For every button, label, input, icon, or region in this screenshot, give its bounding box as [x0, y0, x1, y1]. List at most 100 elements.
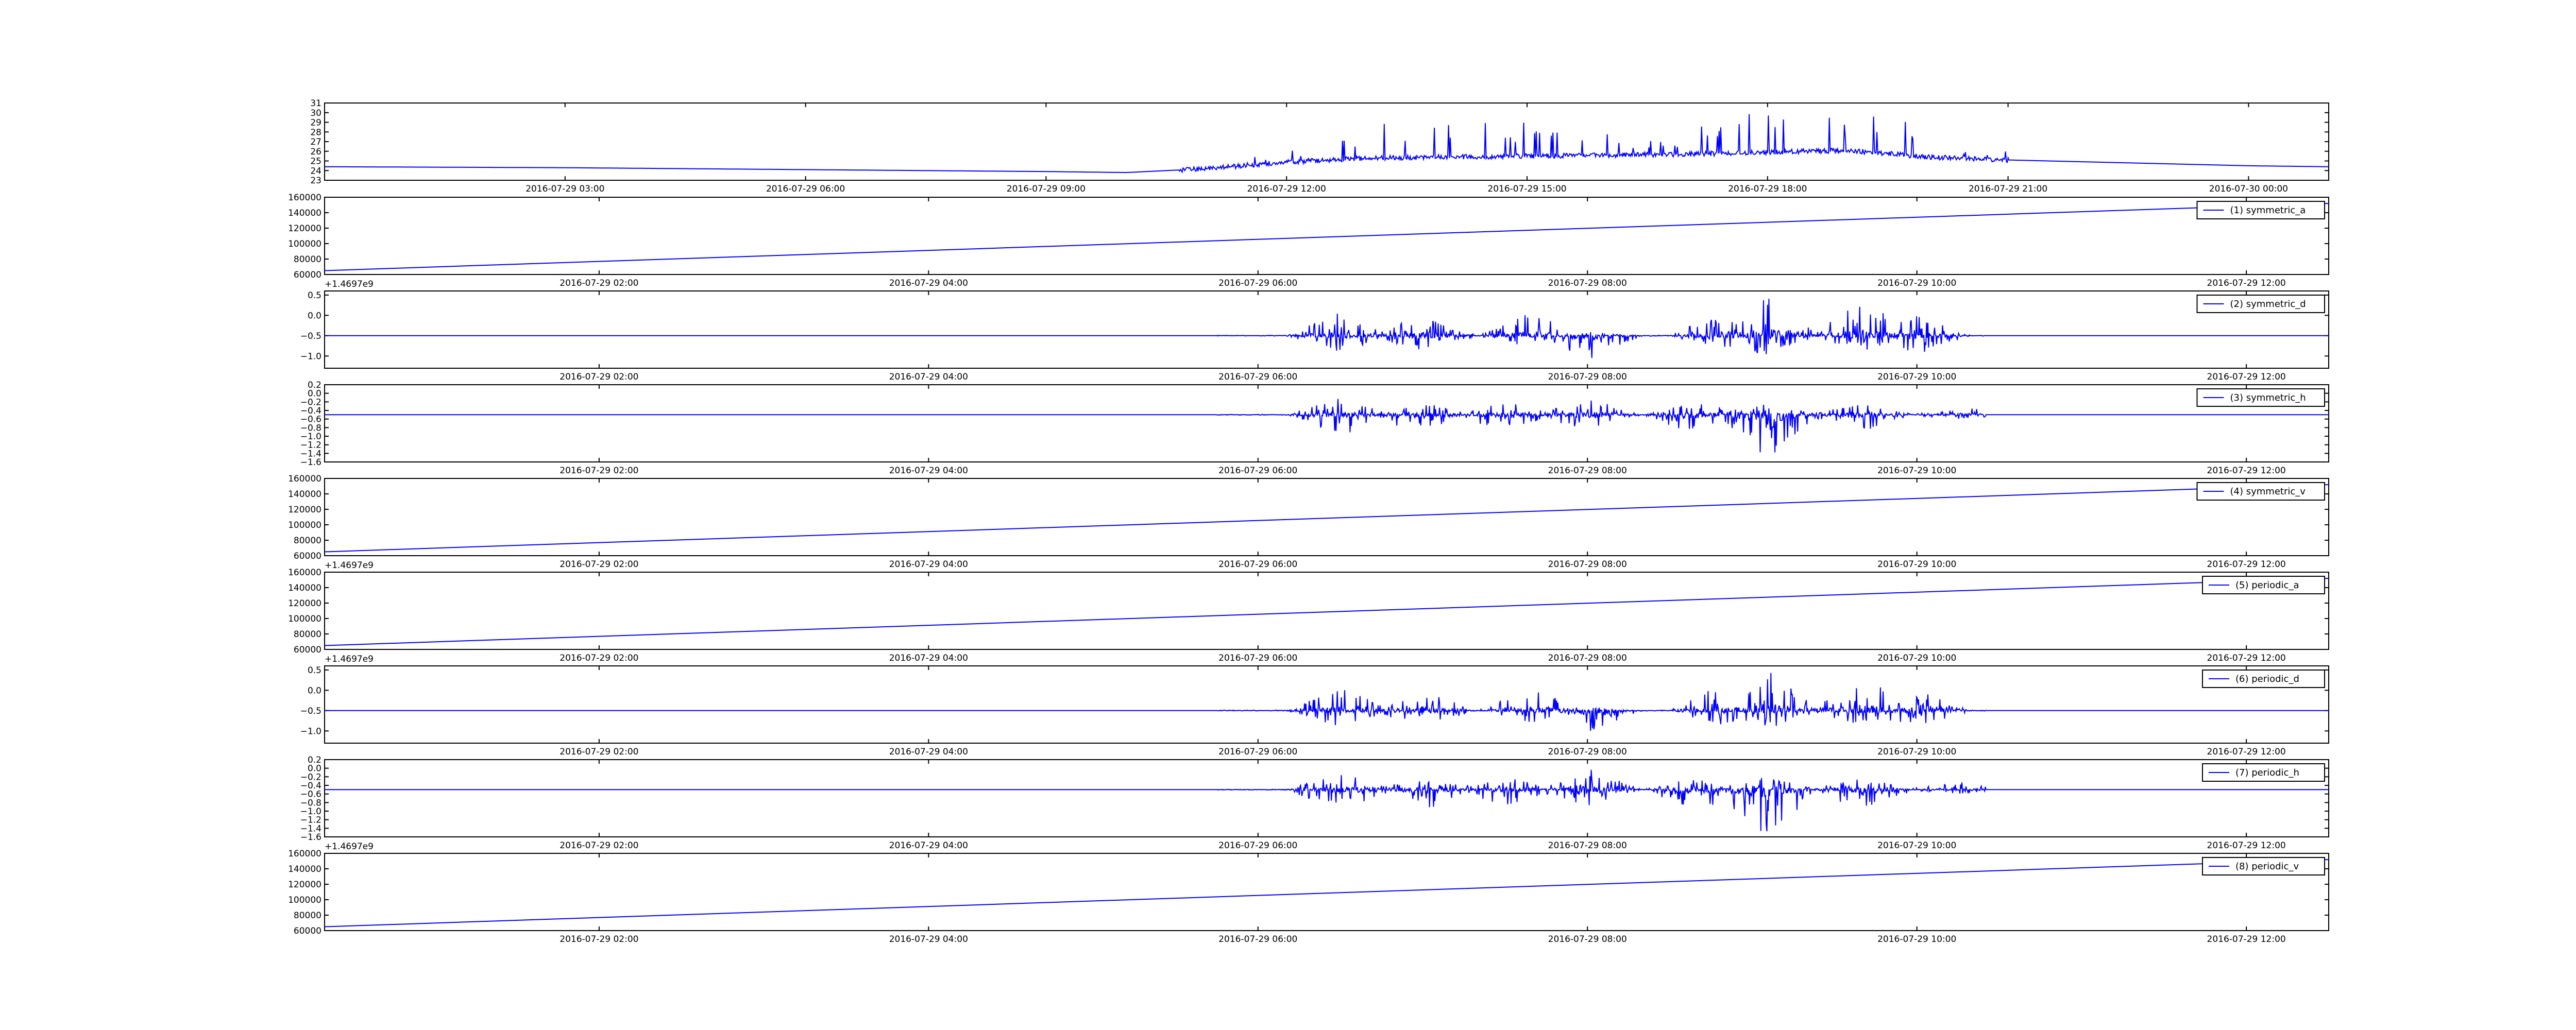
y-tick-label: −0.6: [300, 789, 321, 800]
y-tick-label: 0.0: [308, 389, 321, 399]
series-line: [325, 399, 2329, 453]
x-tick-label: 2016-07-29 10:00: [1877, 278, 1956, 288]
y-tick-label: −0.8: [300, 423, 321, 433]
y-tick-label: −1.2: [300, 815, 321, 826]
y-tick-label: −1.0: [300, 726, 321, 736]
legend-label: (4) symmetric_v: [2230, 486, 2306, 497]
x-tick-label: 2016-07-29 06:00: [1218, 653, 1297, 663]
legend-label: (2) symmetric_d: [2230, 299, 2306, 310]
axes-frame: [324, 384, 2329, 462]
y-tick-label: 60000: [294, 645, 321, 655]
x-tick-label: 2016-07-29 12:00: [2207, 653, 2286, 663]
legend-label: (3) symmetric_h: [2230, 392, 2306, 403]
series-line: [325, 203, 2329, 271]
x-tick-label: 2016-07-29 08:00: [1548, 653, 1627, 663]
x-tick-label: 2016-07-29 08:00: [1548, 559, 1627, 570]
y-tick-label: 120000: [288, 598, 321, 609]
x-tick-label: 2016-07-29 12:00: [2207, 934, 2286, 945]
x-tick-label: 2016-07-29 03:00: [526, 184, 604, 194]
y-tick-label: −0.4: [300, 781, 321, 791]
x-tick-label: 2016-07-29 12:00: [2207, 559, 2286, 570]
series-line: [325, 299, 2329, 358]
x-tick-label: 2016-07-29 21:00: [1969, 184, 2047, 194]
x-tick-label: 2016-07-29 06:00: [1218, 278, 1297, 288]
y-tick-label: 23: [310, 176, 321, 186]
x-tick-label: 2016-07-29 06:00: [1218, 840, 1297, 851]
y-tick-label: 60000: [294, 270, 321, 280]
x-tick-label: 2016-07-29 08:00: [1548, 372, 1627, 382]
x-tick-label: 2016-07-29 12:00: [2207, 278, 2286, 288]
y-tick-label: 60000: [294, 926, 321, 936]
legend-label: (8) periodic_v: [2235, 861, 2299, 872]
subplot-3: 0.5 0.0 −0.5 −1.0 2016-07-29 02:00 2016-07-29…: [300, 290, 2329, 382]
legend-box: [2202, 763, 2325, 782]
subplot-4: 0.20.0−0.2−0.4−0.6−0.8−1.0−1.2−1.4−1.6 20…: [300, 380, 2329, 476]
legend: (8) periodic_v: [2202, 857, 2325, 876]
x-tick-label: 2016-07-29 04:00: [889, 559, 968, 570]
y-tick-label: 0.0: [308, 764, 321, 774]
x-tick-label: 2016-07-29 04:00: [889, 934, 968, 945]
y-tick-label: 0.2: [308, 380, 321, 390]
y-tick-label: 80000: [294, 911, 321, 921]
y-tick-label: 160000: [288, 568, 321, 578]
legend-label: (1) symmetric_a: [2230, 205, 2306, 216]
y-tick-label: 120000: [288, 880, 321, 890]
y-tick-label: −1.6: [300, 457, 321, 468]
y-tick-label: 0.5: [308, 665, 321, 676]
y-tick-label: 26: [310, 147, 321, 157]
axes-frame: [324, 665, 2329, 744]
y-tick-label: 140000: [288, 489, 321, 500]
legend: (5) periodic_a: [2202, 576, 2325, 594]
x-tick-label: 2016-07-29 04:00: [889, 747, 968, 757]
y-tick-label: −0.6: [300, 415, 321, 425]
y-tick-label: 140000: [288, 208, 321, 218]
series-line: [325, 673, 2329, 731]
y-tick-label: 80000: [294, 536, 321, 546]
x-tick-label: 2016-07-29 12:00: [2207, 840, 2286, 851]
x-tick-label: 2016-07-29 04:00: [889, 372, 968, 382]
legend: (6) periodic_d: [2202, 670, 2325, 688]
x-tick-label: 2016-07-29 06:00: [1218, 747, 1297, 757]
x-tick-label: 2016-07-29 12:00: [2207, 466, 2286, 476]
y-tick-label: −1.6: [300, 832, 321, 843]
axes-frame: [324, 853, 2329, 931]
y-tick-label: 160000: [288, 849, 321, 859]
y-tick-label: −0.5: [300, 331, 321, 341]
x-tick-label: 2016-07-29 12:00: [2207, 747, 2286, 757]
x-tick-label: 2016-07-29 08:00: [1548, 934, 1627, 945]
y-tick-label: 0.0: [308, 685, 321, 696]
legend-label: (5) periodic_a: [2235, 580, 2299, 591]
y-tick-label: −0.8: [300, 798, 321, 808]
legend-label: (6) periodic_d: [2235, 674, 2299, 684]
y-tick-label: 80000: [294, 629, 321, 640]
y-tick-label: −0.2: [300, 772, 321, 782]
x-tick-label: 2016-07-29 06:00: [1218, 934, 1297, 945]
x-tick-label: 2016-07-29 06:00: [766, 184, 845, 194]
x-tick-label: 2016-07-29 04:00: [889, 840, 968, 851]
x-tick-label: 2016-07-29 08:00: [1548, 840, 1627, 851]
axes-frame: [324, 290, 2329, 369]
series-line: [325, 578, 2329, 646]
x-tick-label: 2016-07-29 10:00: [1877, 466, 1956, 476]
x-tick-label: 2016-07-29 04:00: [889, 278, 968, 288]
y-tick-label: 160000: [288, 474, 321, 484]
x-tick-label: 2016-07-29 02:00: [560, 840, 638, 851]
y-tick-label: 0.2: [308, 755, 321, 765]
subplot-6: 60000 80000 100000 120000 140000 160000 2016-0…: [288, 568, 2329, 664]
legend: (7) periodic_h: [2202, 763, 2325, 782]
y-tick-label: 30: [310, 108, 321, 118]
axes-frame: [324, 197, 2329, 275]
x-tick-label: 2016-07-29 08:00: [1548, 278, 1627, 288]
x-tick-label: 2016-07-29 02:00: [560, 278, 638, 288]
y-tick-label: −0.4: [300, 406, 321, 416]
legend: (1) symmetric_a: [2196, 201, 2325, 219]
y-tick-label: −1.0: [300, 432, 321, 442]
subplot-5: 60000 80000 100000 120000 140000 160000 2016-0…: [288, 474, 2329, 571]
x-tick-label: 2016-07-29 06:00: [1218, 559, 1297, 570]
x-offset-label: +1.4697e9: [325, 560, 374, 571]
y-tick-label: 60000: [294, 551, 321, 561]
y-tick-label: −0.5: [300, 706, 321, 716]
x-tick-label: 2016-07-30 00:00: [2209, 184, 2288, 194]
